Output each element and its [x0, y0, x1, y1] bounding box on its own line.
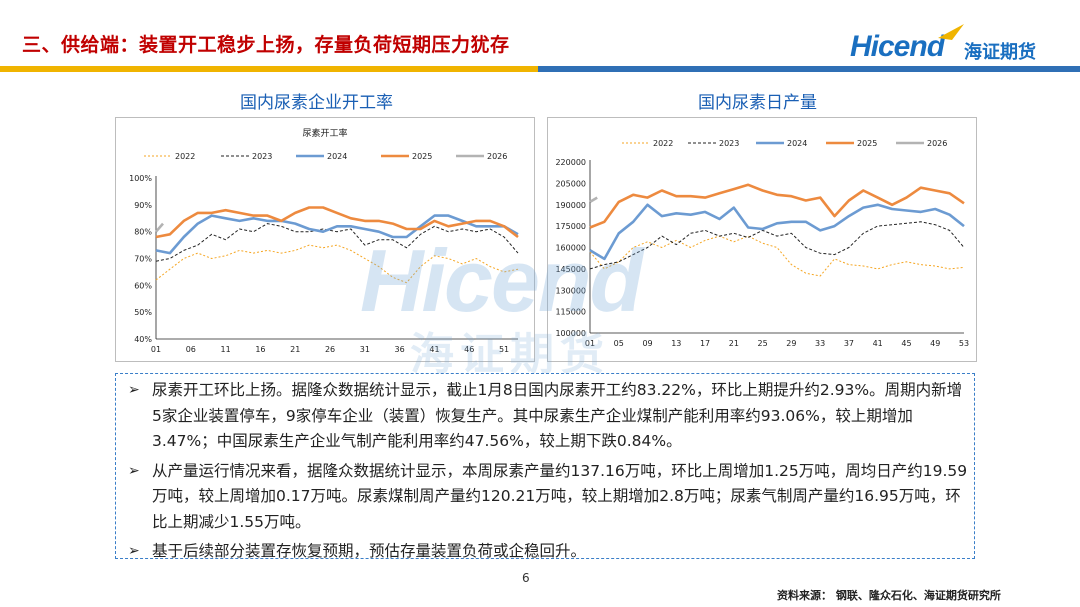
series-line-2022	[589, 235, 965, 277]
x-tick-label: 06	[186, 345, 196, 354]
x-tick-label: 16	[255, 345, 265, 354]
legend-label: 2026	[487, 152, 507, 161]
legend-label: 2024	[327, 152, 347, 161]
y-tick-label: 100%	[129, 174, 152, 183]
legend-label: 2025	[857, 139, 877, 148]
y-tick-label: 80%	[134, 228, 152, 237]
series-line-2026	[589, 196, 598, 204]
y-tick-label: 100000	[555, 329, 586, 338]
series-line-2024	[589, 203, 965, 261]
legend-label: 2022	[653, 139, 673, 148]
page-title: 三、供给端：装置开工稳步上扬，存量负荷短期压力犹存	[22, 34, 510, 56]
bullet-item: ➢ 尿素开工环比上扬。据隆众数据统计显示，截止1月8日国内尿素开工约83.22%，…	[122, 378, 970, 455]
legend-label: 2026	[927, 139, 947, 148]
header-bar-yellow	[0, 66, 538, 72]
series-line-2023	[589, 221, 965, 270]
series-line-2022	[155, 244, 519, 284]
y-tick-label: 205000	[555, 179, 586, 188]
x-tick-label: 29	[786, 339, 796, 348]
series-line-2023	[155, 223, 519, 262]
x-tick-label: 31	[360, 345, 370, 354]
chart-title-operating-rate: 国内尿素企业开工率	[240, 93, 393, 113]
x-tick-label: 09	[642, 339, 652, 348]
y-tick-label: 115000	[555, 308, 586, 317]
y-tick-label: 60%	[134, 281, 152, 290]
x-tick-label: 13	[671, 339, 681, 348]
chart-operating-rate-svg: 尿素开工率 2022 2023 2024 2025 2026 100% 90% 80% 70% 60…	[129, 127, 519, 354]
x-tick-label: 45	[901, 339, 911, 348]
chart-title-daily-output: 国内尿素日产量	[698, 93, 817, 113]
logo-text: Hicend	[850, 30, 945, 63]
legend-label: 2024	[787, 139, 807, 148]
series-line-2025	[589, 183, 965, 229]
header-bar-blue	[538, 66, 1080, 72]
x-tick-label: 05	[614, 339, 624, 348]
series-line-2024	[155, 214, 519, 255]
y-tick-label: 50%	[134, 308, 152, 317]
commentary-box: ➢ 尿素开工环比上扬。据隆众数据统计显示，截止1月8日国内尿素开工约83.22%，…	[115, 373, 975, 560]
arrow-icon: ➢	[128, 462, 140, 479]
series-line-2026	[155, 222, 164, 233]
y-tick-label: 160000	[555, 244, 586, 253]
y-tick-label: 40%	[134, 335, 152, 344]
legend-label: 2025	[412, 152, 432, 161]
bullet-text: 从产量运行情况来看，据隆众数据统计显示，本周尿素产量约137.16万吨，环比上周…	[152, 461, 968, 531]
x-tick-label: 26	[325, 345, 335, 354]
page-number: 6	[522, 571, 530, 585]
logo-wing-icon	[938, 24, 964, 40]
y-tick-label: 90%	[134, 201, 152, 210]
x-tick-label: 11	[221, 345, 231, 354]
bullet-text: 基于后续部分装置存恢复预期，预估存量装置负荷或企稳回升。	[152, 542, 587, 560]
legend-label: 2023	[719, 139, 739, 148]
x-tick-label: 37	[844, 339, 854, 348]
arrow-icon: ➢	[128, 382, 140, 398]
x-tick-label: 41	[873, 339, 883, 348]
bullet-text: 尿素开工环比上扬。据隆众数据统计显示，截止1月8日国内尿素开工约83.22%，环…	[152, 381, 963, 450]
chart-title: 尿素开工率	[302, 127, 347, 139]
y-tick-label: 190000	[555, 201, 586, 210]
x-tick-label: 21	[729, 339, 739, 348]
logo-chinese-name: 海证期货	[964, 42, 1036, 63]
chart-daily-output: 2022 2023 2024 2025 2026 220000 205000 190000 17…	[547, 117, 977, 362]
y-tick-label: 175000	[555, 222, 586, 231]
arrow-icon: ➢	[128, 543, 140, 559]
x-tick-label: 01	[585, 339, 595, 348]
source-note: 资料来源： 钢联、隆众石化、海证期货研究所	[777, 589, 1001, 602]
x-tick-label: 01	[151, 345, 161, 354]
x-tick-label: 33	[815, 339, 825, 348]
x-tick-label: 53	[959, 339, 969, 348]
legend-label: 2022	[175, 152, 195, 161]
y-tick-label: 70%	[134, 255, 152, 264]
x-tick-label: 36	[395, 345, 405, 354]
legend-label: 2023	[252, 152, 272, 161]
bullet-item: ➢ 从产量运行情况来看，据隆众数据统计显示，本周尿素产量约137.16万吨，环比上…	[122, 459, 970, 536]
x-tick-label: 25	[758, 339, 768, 348]
y-tick-label: 145000	[555, 265, 586, 274]
y-tick-label: 220000	[555, 158, 586, 167]
x-tick-label: 49	[930, 339, 940, 348]
x-tick-label: 41	[429, 345, 439, 354]
chart-daily-output-svg: 2022 2023 2024 2025 2026 220000 205000 190000 17…	[555, 139, 969, 348]
chart-operating-rate: 尿素开工率 2022 2023 2024 2025 2026 100% 90% 80% 70% 60…	[115, 117, 535, 362]
x-tick-label: 17	[700, 339, 710, 348]
x-tick-label: 21	[290, 345, 300, 354]
bullet-item: ➢ 基于后续部分装置存恢复预期，预估存量装置负荷或企稳回升。	[122, 539, 970, 565]
x-tick-label: 46	[464, 345, 474, 354]
y-tick-label: 130000	[555, 286, 586, 295]
x-tick-label: 51	[499, 345, 509, 354]
series-line-2025	[155, 206, 519, 239]
